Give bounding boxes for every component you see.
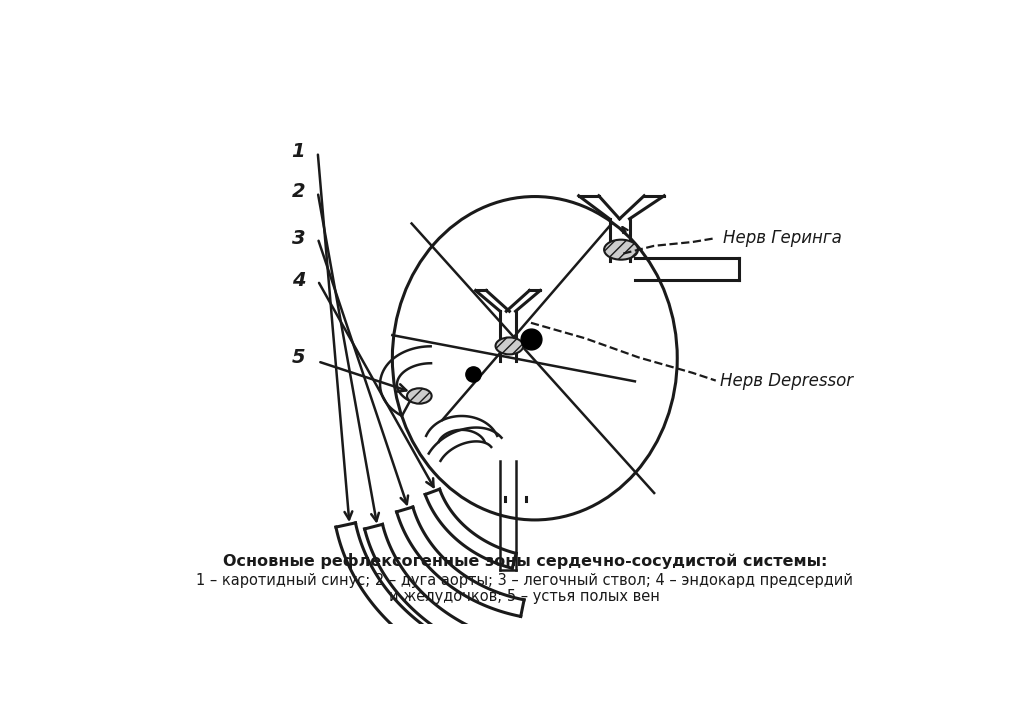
Text: 5: 5 [292,348,305,367]
Text: 2: 2 [292,182,305,201]
Text: 1 – каротидный синус; 2 – дуга аорты; 3 – легочный ствол; 4 – эндокард предсерди: 1 – каротидный синус; 2 – дуга аорты; 3 … [197,573,853,587]
Ellipse shape [392,196,677,520]
Ellipse shape [496,337,523,355]
Text: 3: 3 [292,229,305,247]
Text: Нерв Геринга: Нерв Геринга [724,229,843,247]
Text: 4: 4 [292,271,305,290]
Text: и желудочков; 5 – устья полых вен: и желудочков; 5 – устья полых вен [389,590,660,604]
Text: 1: 1 [292,142,305,161]
Ellipse shape [604,240,638,259]
Text: Основные рефлексогенные зоны сердечно-сосудистой системы:: Основные рефлексогенные зоны сердечно-со… [222,553,827,569]
Ellipse shape [407,388,432,404]
Text: Нерв Depressor: Нерв Depressor [720,372,853,390]
